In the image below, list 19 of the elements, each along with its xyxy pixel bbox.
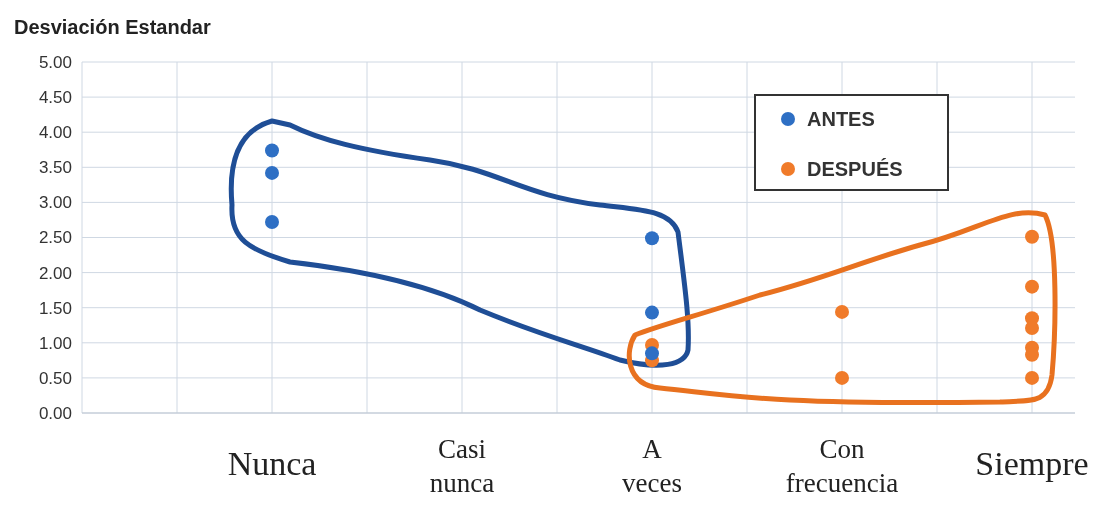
y-tick-label: 1.50 — [38, 298, 72, 318]
y-tick-label: 3.50 — [38, 158, 72, 178]
legend-label: DESPUÉS — [807, 158, 903, 180]
x-tick-label: Con frecuencia — [785, 434, 899, 498]
y-tick-label: 5.00 — [38, 52, 72, 72]
y-tick-label: 0.00 — [38, 403, 72, 423]
y-tick-label: 0.50 — [38, 368, 72, 388]
y-tick-label: 1.00 — [38, 333, 72, 353]
x-tick-label: Siempre — [975, 445, 1089, 482]
y-tick-label: 4.00 — [38, 123, 72, 143]
y-tick-label: 2.00 — [38, 263, 72, 283]
x-tick-label: A veces — [622, 434, 682, 498]
chart-title: Desviación Estandar — [14, 16, 211, 38]
y-tick-label: 2.50 — [38, 228, 72, 248]
x-tick-label: Casi nunca — [429, 434, 495, 498]
x-tick-label: Nunca — [227, 445, 317, 482]
y-tick-label: 4.50 — [38, 88, 72, 108]
legend-label: ANTES — [807, 108, 875, 130]
y-tick-label: 3.00 — [38, 193, 72, 213]
